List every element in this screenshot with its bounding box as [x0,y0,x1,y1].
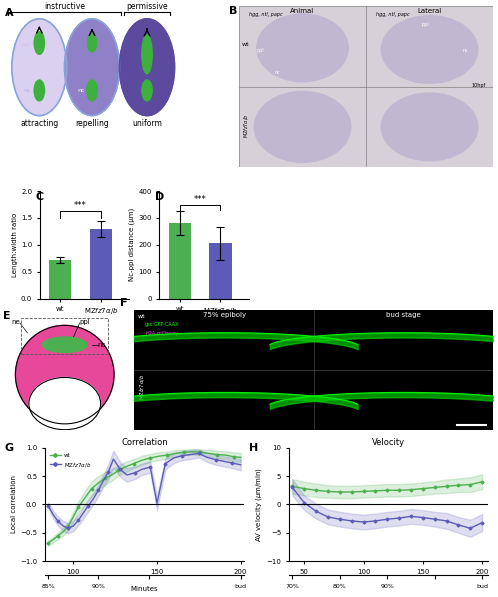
Bar [90,229,112,298]
Text: MZ$fz7\alpha/b$: MZ$fz7\alpha/b$ [242,113,249,137]
Text: uniform: uniform [132,119,162,128]
Text: Animal: Animal [290,8,315,14]
Text: wt: wt [242,42,249,47]
Text: D: D [155,192,164,202]
Text: hgg, ntl, papc: hgg, ntl, papc [376,13,410,17]
Text: ppl: ppl [21,42,31,47]
Bar [49,260,71,298]
Text: H: H [249,443,258,453]
Y-axis label: Local correlation: Local correlation [11,475,17,534]
Ellipse shape [34,80,44,101]
Text: C: C [36,192,44,202]
Text: permissive: permissive [126,2,168,11]
Text: gsc:GFP-CAAX: gsc:GFP-CAAX [145,322,180,327]
Text: ppl: ppl [422,22,430,27]
Ellipse shape [88,34,97,52]
Ellipse shape [381,16,478,84]
Text: nc: nc [98,341,106,348]
Text: E: E [3,311,11,321]
Text: A: A [5,8,13,17]
Text: hgg, ntl, papc: hgg, ntl, papc [249,13,283,17]
Legend: wt, MZ$fz7\alpha/b$: wt, MZ$fz7\alpha/b$ [48,451,94,471]
Text: bud stage: bud stage [386,312,421,318]
Bar [209,244,232,298]
Text: attracting: attracting [20,119,58,128]
Text: B: B [229,6,237,16]
Y-axis label: Nc-ppl distance (μm): Nc-ppl distance (μm) [129,208,135,281]
Y-axis label: AV velocity ($\mu$m/min): AV velocity ($\mu$m/min) [253,467,263,542]
Ellipse shape [29,377,101,430]
X-axis label: Minutes: Minutes [130,586,158,592]
Text: nc: nc [24,88,31,93]
Ellipse shape [65,19,120,116]
Text: instructive: instructive [44,2,85,11]
Text: MZ$fz7\alpha/b$: MZ$fz7\alpha/b$ [138,374,146,400]
Ellipse shape [42,337,87,352]
Ellipse shape [120,19,174,116]
Ellipse shape [254,91,351,162]
Text: 75% epiboly: 75% epiboly [203,312,246,318]
Ellipse shape [381,93,478,161]
Text: ne: ne [11,319,20,325]
Text: H2A-mCherry: H2A-mCherry [145,331,178,336]
Text: Lateral: Lateral [417,8,442,14]
Text: nc: nc [274,70,280,75]
Circle shape [15,325,114,424]
Text: ***: *** [74,201,87,210]
Ellipse shape [34,32,44,54]
Title: Correlation: Correlation [121,438,168,447]
Text: G: G [5,443,14,453]
Text: ppl: ppl [80,319,91,325]
Text: nc: nc [77,88,85,93]
Text: wt: wt [138,314,146,319]
Text: repelling: repelling [75,119,109,128]
Text: ppl: ppl [257,48,264,53]
Ellipse shape [257,14,348,82]
Text: nc: nc [463,48,468,53]
Text: ***: *** [194,195,207,204]
Bar [21,318,108,353]
Title: Velocity: Velocity [372,438,405,447]
Y-axis label: Length:width ratio: Length:width ratio [12,213,18,277]
Ellipse shape [87,80,97,101]
Ellipse shape [12,19,67,116]
Ellipse shape [142,80,152,101]
Text: F: F [120,298,127,308]
Text: 10hpf: 10hpf [471,84,486,88]
Ellipse shape [142,35,152,73]
Bar [168,223,191,298]
